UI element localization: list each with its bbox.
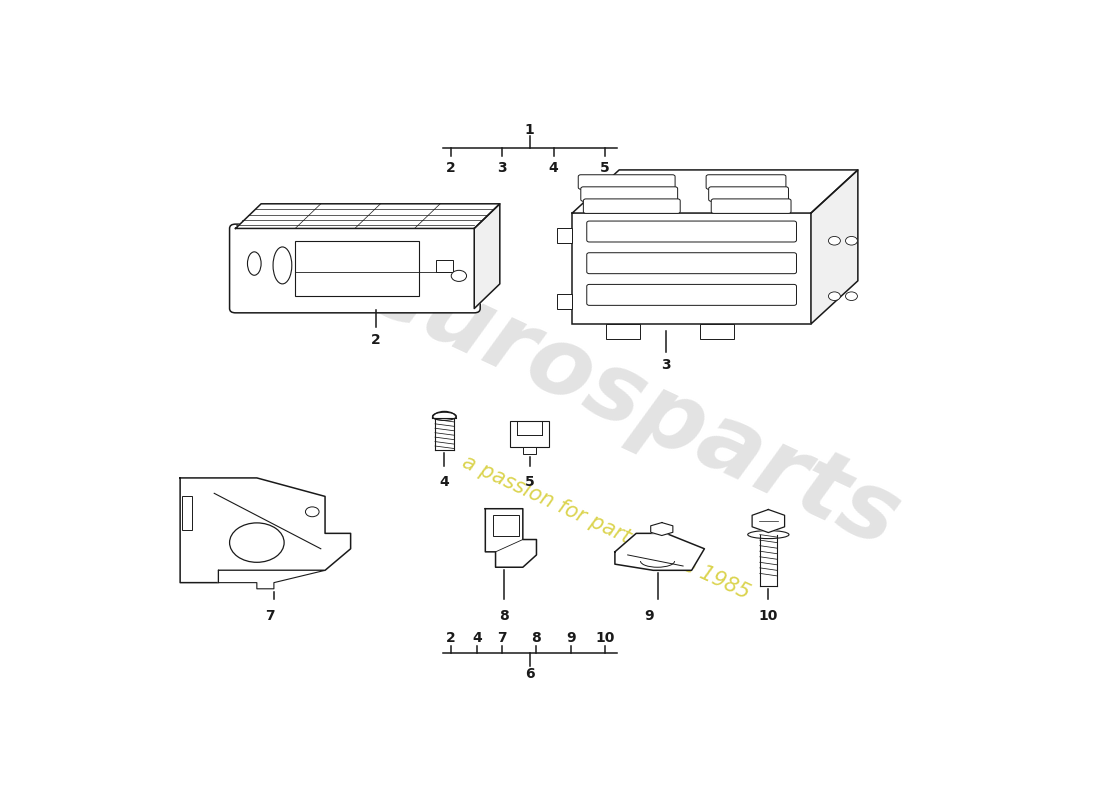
Text: 9: 9 bbox=[565, 631, 575, 646]
Text: 4: 4 bbox=[472, 631, 482, 646]
Text: eurosparts: eurosparts bbox=[351, 240, 913, 568]
Text: 8: 8 bbox=[499, 609, 509, 622]
Text: 1: 1 bbox=[525, 123, 535, 137]
Text: 2: 2 bbox=[447, 631, 456, 646]
Bar bbox=[182, 496, 192, 530]
Text: 10: 10 bbox=[759, 609, 778, 622]
Text: 3: 3 bbox=[661, 358, 671, 372]
Bar bbox=[557, 228, 572, 242]
FancyBboxPatch shape bbox=[579, 174, 675, 190]
Bar bbox=[493, 515, 518, 537]
Bar bbox=[572, 213, 811, 324]
Text: 9: 9 bbox=[645, 609, 653, 622]
Polygon shape bbox=[180, 478, 351, 582]
Circle shape bbox=[230, 523, 284, 562]
Bar bbox=[510, 421, 549, 446]
Polygon shape bbox=[752, 510, 784, 533]
FancyBboxPatch shape bbox=[706, 174, 785, 190]
Text: 4: 4 bbox=[440, 475, 449, 489]
Bar bbox=[700, 324, 735, 339]
Text: 7: 7 bbox=[265, 609, 275, 622]
Ellipse shape bbox=[432, 412, 456, 420]
Bar bbox=[295, 241, 419, 296]
Ellipse shape bbox=[273, 247, 292, 284]
Circle shape bbox=[306, 507, 319, 517]
Polygon shape bbox=[811, 170, 858, 324]
Circle shape bbox=[846, 237, 857, 245]
Ellipse shape bbox=[748, 530, 789, 538]
Text: 3: 3 bbox=[497, 161, 507, 174]
Text: 4: 4 bbox=[549, 161, 559, 174]
Polygon shape bbox=[235, 204, 499, 229]
Text: 10: 10 bbox=[595, 631, 615, 646]
Circle shape bbox=[451, 270, 466, 282]
FancyBboxPatch shape bbox=[708, 187, 789, 202]
Polygon shape bbox=[615, 534, 704, 570]
Polygon shape bbox=[572, 170, 858, 213]
Polygon shape bbox=[219, 570, 326, 589]
Text: 7: 7 bbox=[497, 631, 507, 646]
Bar bbox=[557, 294, 572, 309]
FancyBboxPatch shape bbox=[583, 199, 680, 214]
Bar bbox=[436, 261, 453, 271]
Bar bbox=[522, 446, 537, 454]
FancyBboxPatch shape bbox=[586, 253, 796, 274]
Ellipse shape bbox=[248, 252, 261, 275]
FancyBboxPatch shape bbox=[712, 199, 791, 214]
Circle shape bbox=[828, 292, 840, 301]
Text: a passion for parts since 1985: a passion for parts since 1985 bbox=[460, 451, 754, 603]
FancyBboxPatch shape bbox=[581, 187, 678, 202]
Polygon shape bbox=[651, 522, 673, 535]
Bar bbox=[606, 324, 640, 339]
FancyBboxPatch shape bbox=[586, 285, 796, 306]
Circle shape bbox=[828, 237, 840, 245]
Polygon shape bbox=[474, 204, 499, 309]
FancyBboxPatch shape bbox=[586, 221, 796, 242]
Text: 2: 2 bbox=[447, 161, 456, 174]
Text: 6: 6 bbox=[525, 667, 535, 681]
Text: 5: 5 bbox=[600, 161, 609, 174]
Text: 8: 8 bbox=[531, 631, 541, 646]
FancyBboxPatch shape bbox=[230, 224, 481, 313]
Text: 2: 2 bbox=[372, 333, 381, 347]
Text: 5: 5 bbox=[525, 475, 535, 489]
Polygon shape bbox=[485, 509, 537, 567]
Circle shape bbox=[846, 292, 857, 301]
